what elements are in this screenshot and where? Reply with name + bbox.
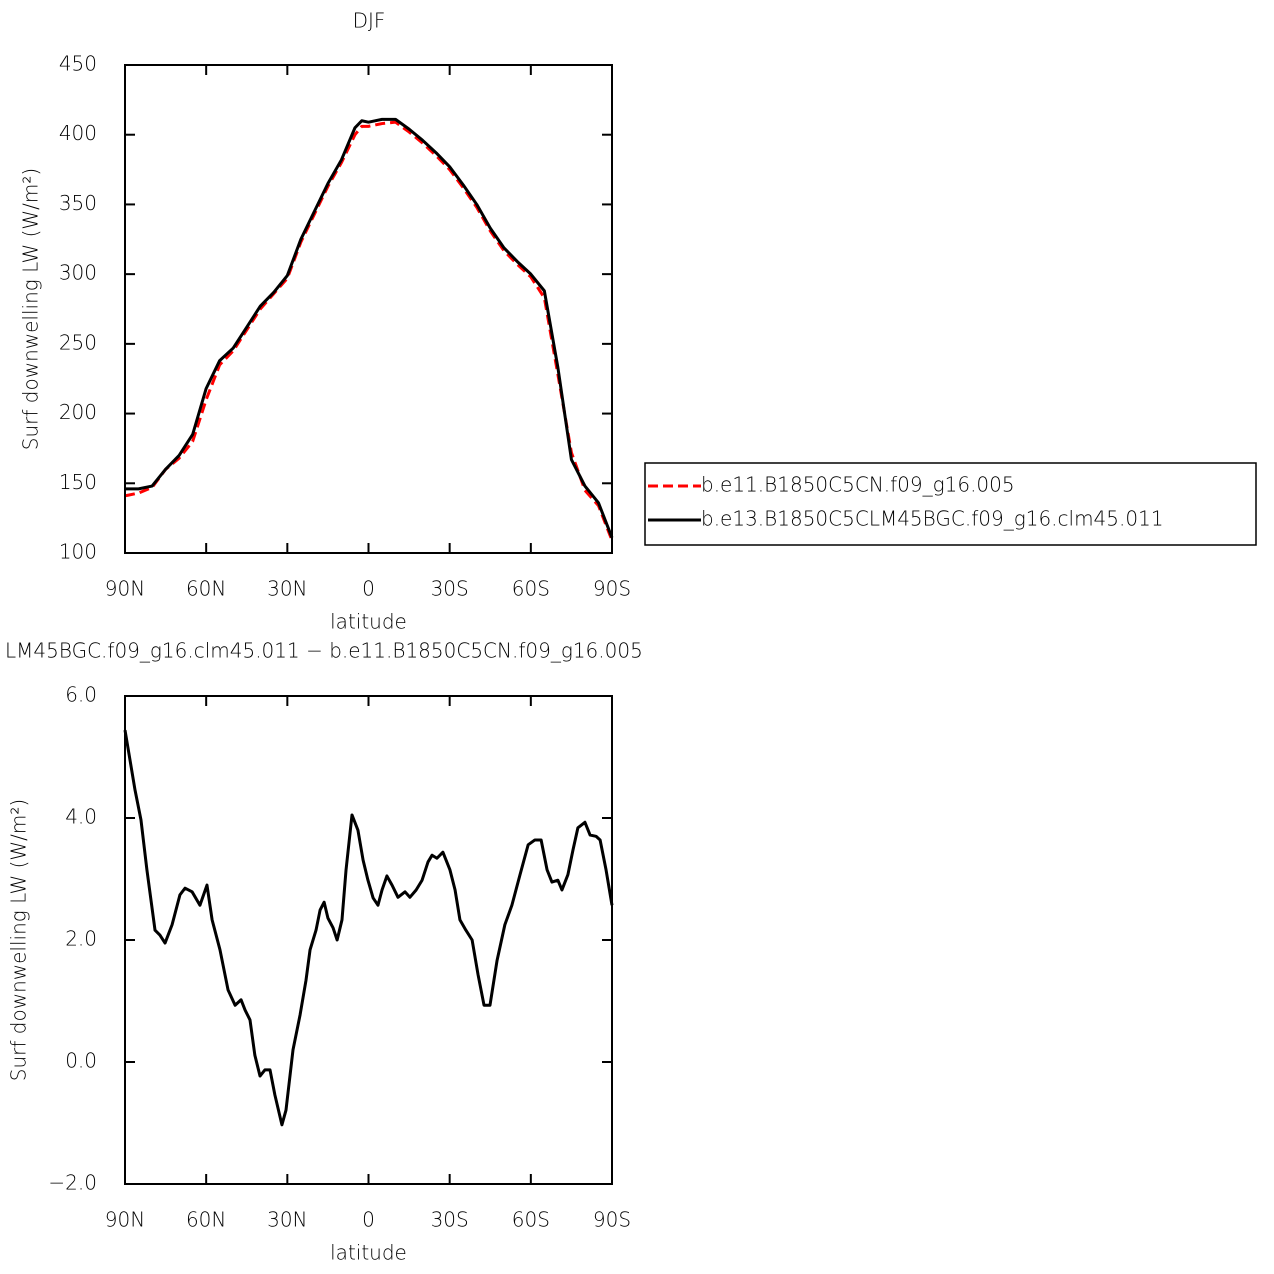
plot-frame [124, 695, 613, 1185]
x-tick-label: 0 [362, 577, 375, 601]
y-tick-label: 250 [59, 330, 97, 354]
y-tick-label: 2.0 [65, 927, 97, 951]
x-tick-label: 30N [267, 1208, 307, 1232]
series-line [124, 120, 614, 541]
y-axis-label: Surf downwelling LW (W/m²) [7, 799, 31, 1081]
y-tick-label: 200 [59, 400, 97, 424]
y-tick-label: 300 [59, 261, 97, 285]
x-axis-label: latitude [330, 610, 407, 634]
y-tick-label: 150 [59, 470, 97, 494]
x-tick-label: 90N [105, 577, 145, 601]
legend-label: b.e13.B1850C5CLM45BGC.f09_g16.clm45.011 [701, 507, 1164, 531]
x-tick-label: 90S [593, 577, 631, 601]
y-tick-label: 350 [59, 191, 97, 215]
x-axis-label: latitude [330, 1241, 407, 1265]
x-tick-label: 30S [431, 1208, 469, 1232]
plot-frame [124, 64, 613, 554]
x-tick-label: 60S [512, 577, 550, 601]
x-tick-label: 60S [512, 1208, 550, 1232]
x-tick-label: 30N [267, 577, 307, 601]
x-tick-label: 60N [186, 1208, 226, 1232]
y-tick-label: 0.0 [65, 1049, 97, 1073]
legend-label: b.e11.B1850C5CN.f09_g16.005 [701, 473, 1015, 497]
legend-box [644, 462, 1257, 546]
series-line [125, 117, 614, 539]
x-tick-label: 30S [431, 577, 469, 601]
y-axis-label: Surf downwelling LW (W/m²) [19, 168, 43, 450]
y-tick-label: −2.0 [48, 1171, 97, 1195]
y-tick-label: 6.0 [65, 683, 97, 707]
y-tick-label: 4.0 [65, 805, 97, 829]
y-tick-label: 450 [59, 52, 97, 76]
series-line [123, 729, 614, 1127]
chart-title: DJF [353, 9, 386, 33]
x-tick-label: 60N [186, 577, 226, 601]
x-tick-label: 90N [105, 1208, 145, 1232]
y-tick-label: 100 [59, 540, 97, 564]
y-tick-label: 400 [59, 121, 97, 145]
x-tick-label: 0 [362, 1208, 375, 1232]
chart-title: LM45BGC.f09_g16.clm45.011 − b.e11.B1850C… [5, 639, 643, 663]
x-tick-label: 90S [593, 1208, 631, 1232]
